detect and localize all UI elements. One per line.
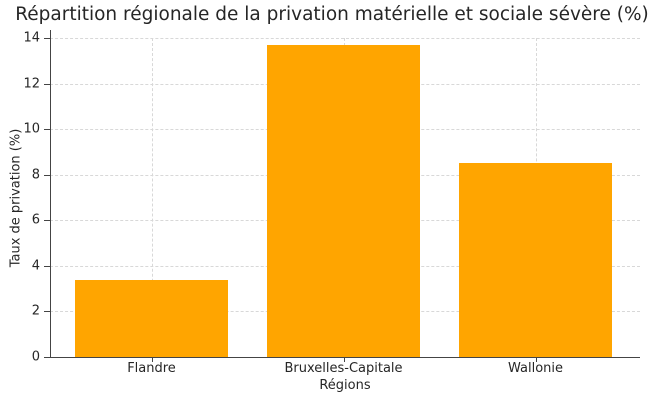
gridline-flandre [151,38,153,357]
y-tick-label: 2 [31,303,40,319]
x-tick-label: Bruxelles-Capitale [284,361,403,376]
bar-wallonie [459,163,612,357]
plot-area [50,38,640,357]
bar-bruxelles-capitale [267,44,420,357]
y-tick-label: 6 [31,212,40,228]
y-tick [44,38,50,39]
y-tick-label: 14 [23,30,40,46]
y-tick [44,357,50,358]
y-tick [44,311,50,313]
y-tick-label: 0 [31,349,40,365]
y-tick-label: 8 [31,167,40,183]
x-tick-label: Flandre [127,361,176,376]
y-tick [44,220,50,222]
x-axis [50,357,640,358]
x-tick [151,357,153,362]
x-axis-title: Régions [319,378,371,393]
y-axis [50,30,51,357]
y-axis-title: Taux de privation (%) [8,128,24,268]
y-tick-label: 12 [23,76,40,92]
x-tick-label: Wallonie [507,361,564,376]
y-tick [44,265,50,267]
x-tick [343,357,345,362]
chart-title: Répartition régionale de la privation ma… [15,4,649,25]
x-tick [535,357,537,362]
y-tick-label: 4 [31,258,40,274]
bar-flandre [75,279,228,357]
gridline-14 [50,38,640,39]
y-tick [44,129,50,131]
y-tick [44,83,50,85]
y-tick-label: 10 [23,121,40,137]
y-tick [44,174,50,176]
